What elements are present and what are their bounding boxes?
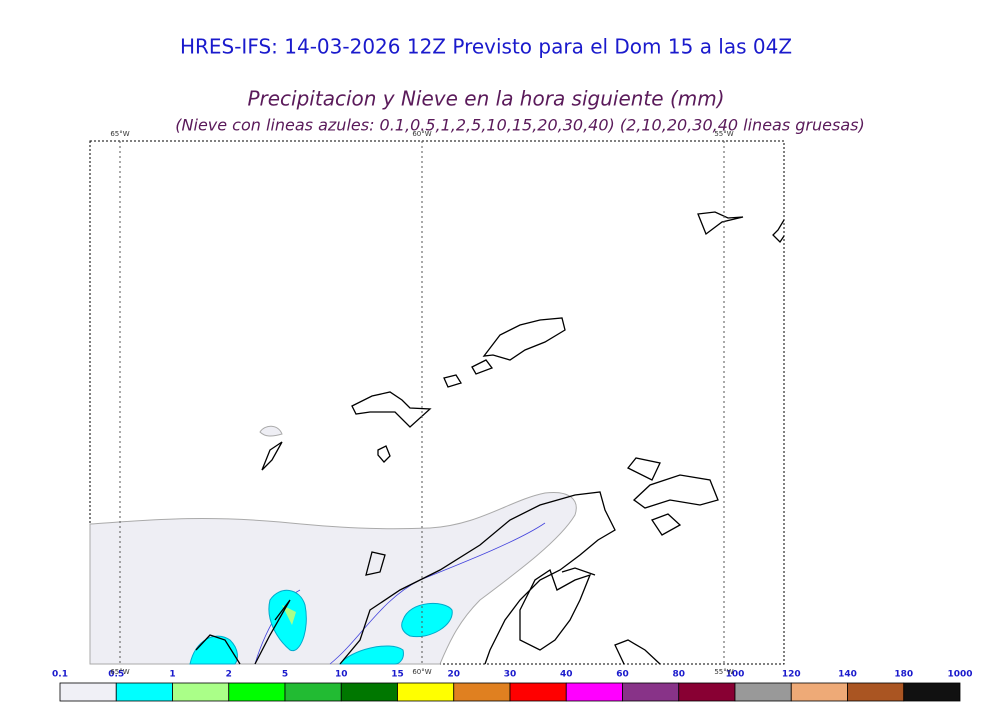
coastline <box>614 639 661 665</box>
coastline <box>254 491 616 665</box>
colorbar-box <box>172 682 230 702</box>
colorbar-box <box>565 682 623 702</box>
coastline <box>519 567 596 651</box>
colorbar-label: 10 <box>335 670 348 680</box>
coastline <box>772 219 785 244</box>
longitude-label: 60°W <box>412 130 431 138</box>
colorbar-label: 60 <box>616 670 629 680</box>
colorbar-box <box>678 682 736 702</box>
colorbar-box <box>790 682 848 702</box>
colorbar-label: 0.1 <box>52 670 68 680</box>
colorbar-box <box>397 682 455 702</box>
colorbar-box <box>847 682 905 702</box>
colorbar-label: 1 <box>169 670 175 680</box>
colorbar-label: 1000 <box>947 670 972 680</box>
colorbar-label: 20 <box>447 670 460 680</box>
coastline <box>482 317 566 361</box>
colorbar-label: 120 <box>782 670 801 680</box>
coastline <box>261 441 391 471</box>
coastline <box>626 457 719 536</box>
coastline <box>443 359 494 388</box>
colorbar-box <box>453 682 511 702</box>
colorbar-label: 15 <box>391 670 404 680</box>
subtitle: Precipitacion y Nieve en la hora siguien… <box>247 87 724 111</box>
colorbar-box <box>340 682 398 702</box>
colorbar-label: 140 <box>838 670 857 680</box>
colorbar-box <box>115 682 173 702</box>
colorbar-box <box>228 682 286 702</box>
coastline <box>195 551 386 665</box>
colorbar-label: 0.5 <box>108 670 124 680</box>
longitude-label: 65°W <box>110 668 129 676</box>
colorbar-label: 180 <box>894 670 913 680</box>
colorbar-box <box>59 682 117 702</box>
colorbar-box <box>734 682 792 702</box>
colorbar-label: 40 <box>560 670 573 680</box>
precip-blob <box>339 645 404 665</box>
colorbar-label: 2 <box>226 670 232 680</box>
colorbar-label: 5 <box>282 670 288 680</box>
colorbar: 0.1 0.5 1 2 5 10 15 20 30 40 60 80 100 120 140 180 1000 <box>52 670 973 702</box>
colorbar-label: 80 <box>672 670 685 680</box>
colorbar-box <box>509 682 567 702</box>
precip-blob <box>282 605 296 625</box>
longitude-label: 60°W <box>412 668 431 676</box>
title: HRES-IFS: 14-03-2026 12Z Previsto para e… <box>180 35 792 59</box>
longitude-label: 55°W <box>714 130 733 138</box>
precip-area <box>259 425 283 437</box>
coastline <box>351 391 432 428</box>
map-area <box>89 140 785 665</box>
colorbar-box <box>284 682 342 702</box>
note: (Nieve con lineas azules: 0.1,0.5,1,2,5,… <box>175 116 864 135</box>
colorbar-label: 30 <box>504 670 517 680</box>
precip-area <box>89 491 577 665</box>
colorbar-label: 100 <box>726 670 745 680</box>
precip-blob <box>401 602 453 638</box>
coastline <box>697 211 744 236</box>
longitude-label: 55°W <box>714 668 733 676</box>
longitude-label: 65°W <box>110 130 129 138</box>
colorbar-box <box>622 682 680 702</box>
colorbar-box <box>903 682 961 702</box>
